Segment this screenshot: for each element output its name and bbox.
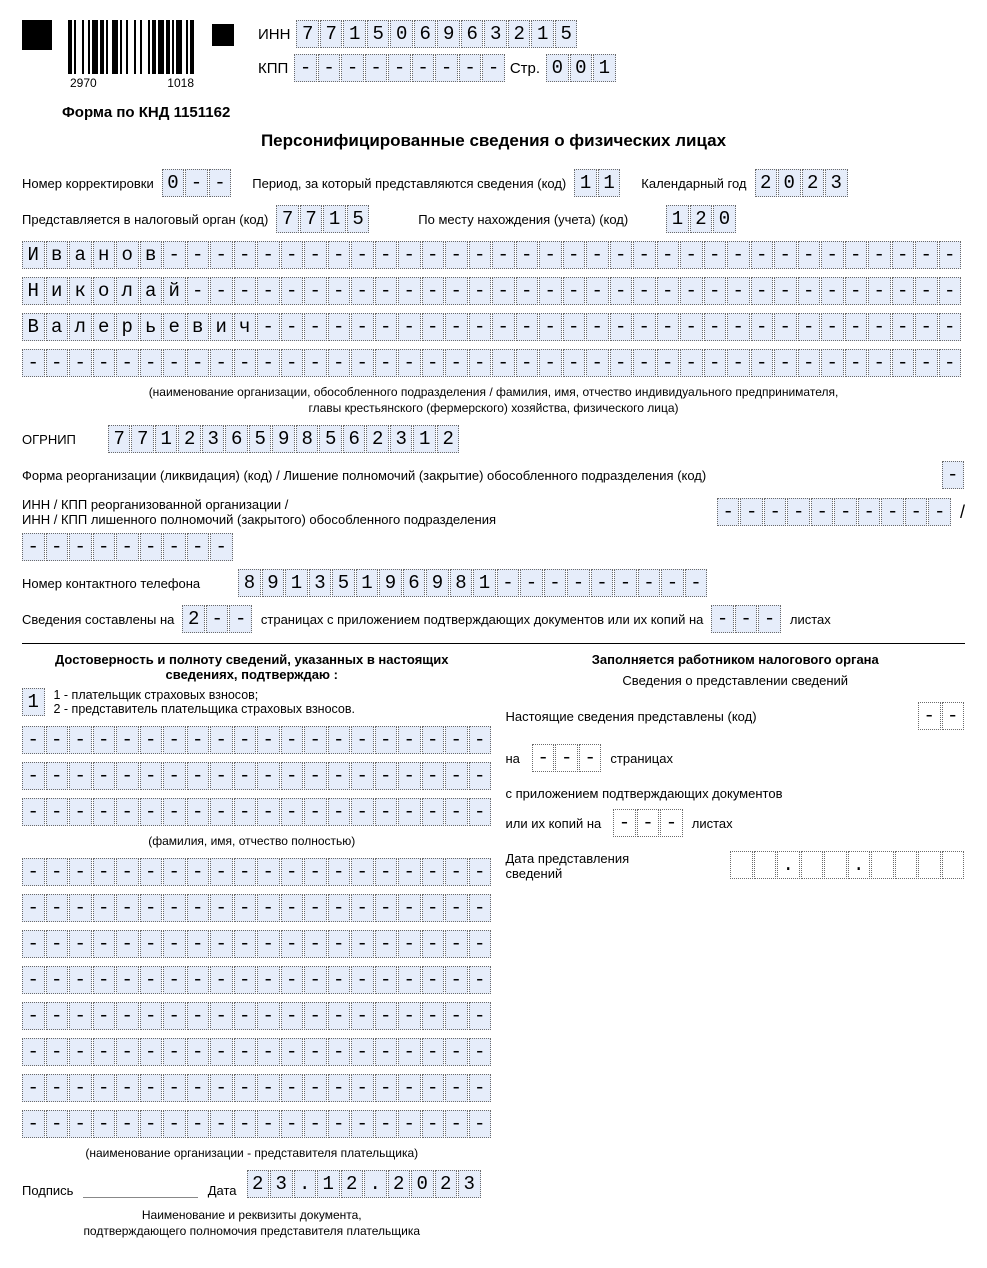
- pages-cells: 2--: [182, 605, 253, 633]
- reorg-label2: ИНН / КПП реорганизованной организации /: [22, 497, 496, 512]
- tax-l1: Настоящие сведения представлены (код): [506, 709, 757, 724]
- tax-cells: 7715: [276, 205, 370, 233]
- name-hint2: главы крестьянского (фермерского) хозяйс…: [22, 401, 965, 415]
- reorg-code-cells: -: [942, 461, 966, 489]
- row-reorg-code: Форма реорганизации (ликвидация) (код) /…: [22, 461, 965, 489]
- date-cells: 23.12.2023: [247, 1170, 482, 1198]
- pages-label3: листах: [790, 612, 831, 627]
- tax-l4a: или их копий на: [506, 816, 602, 831]
- reorg-kpp-cells: ---------: [22, 533, 234, 561]
- phone-label: Номер контактного телефона: [22, 576, 200, 591]
- org-line1: --------------------: [22, 858, 492, 886]
- barcode-num-left: 2970: [70, 76, 97, 90]
- tax-pages-cells: ---: [532, 744, 603, 772]
- row-ogrnip: ОГРНИП 771236598562312: [22, 425, 965, 453]
- date-label: Дата: [208, 1183, 237, 1198]
- confirm-opt2: 2 - представитель плательщика страховых …: [54, 702, 356, 716]
- org-line6: --------------------: [22, 1038, 492, 1066]
- tax-worker-section: Заполняется работником налогового органа…: [506, 652, 966, 1248]
- row-correction: Номер корректировки 0-- Период, за котор…: [22, 169, 965, 197]
- org-hint: (наименование организации - представител…: [22, 1146, 482, 1160]
- confirm-title: Достоверность и полноту сведений, указан…: [22, 652, 482, 682]
- confirm-value: 1: [22, 688, 46, 716]
- org-line7: --------------------: [22, 1074, 492, 1102]
- tax-sub: Сведения о представлении сведений: [506, 673, 966, 688]
- tax-l3: с приложением подтверждающих документов: [506, 786, 966, 801]
- name-line2: Николай---------------------------------: [22, 277, 962, 305]
- place-cells: 120: [666, 205, 737, 233]
- doc-hint2: подтверждающего полномочия представителя…: [22, 1224, 482, 1238]
- row-reorg-innkpp: ИНН / КПП реорганизованной организации /…: [22, 497, 965, 561]
- tax-date-cells: . .: [730, 851, 965, 879]
- corner-marker-left: [22, 20, 52, 50]
- reorg-label3: ИНН / КПП лишенного полномочий (закрытог…: [22, 512, 496, 527]
- corr-cells: 0--: [162, 169, 233, 197]
- pages-att-cells: ---: [711, 605, 782, 633]
- fio-line2: --------------------: [22, 762, 492, 790]
- pages-label2: страницах с приложением подтверждающих д…: [261, 612, 703, 627]
- row-phone: Номер контактного телефона 89135196981--…: [22, 569, 965, 597]
- reorg-label: Форма реорганизации (ликвидация) (код) /…: [22, 468, 706, 483]
- name-hint1: (наименование организации, обособленного…: [22, 385, 965, 399]
- inn-cells: 771506963215: [296, 20, 578, 48]
- period-label: Период, за который представляются сведен…: [252, 176, 566, 191]
- place-label: По месту нахождения (учета) (код): [418, 212, 628, 227]
- ogrnip-cells: 771236598562312: [108, 425, 461, 453]
- year-cells: 2023: [755, 169, 849, 197]
- tax-l2a: на: [506, 751, 520, 766]
- page-cells: 001: [546, 54, 617, 82]
- tax-label: Представляется в налоговый орган (код): [22, 212, 268, 227]
- sign-label: Подпись: [22, 1183, 73, 1198]
- corr-label: Номер корректировки: [22, 176, 154, 191]
- org-line4: --------------------: [22, 966, 492, 994]
- confirm-opt1: 1 - плательщик страховых взносов;: [54, 688, 356, 702]
- org-line2: --------------------: [22, 894, 492, 922]
- name-line3: Валерьевич------------------------------: [22, 313, 962, 341]
- form-code: Форма по КНД 1151162: [62, 104, 965, 121]
- pages-label1: Сведения составлены на: [22, 612, 174, 627]
- kpp-label: КПП: [258, 60, 288, 77]
- name-line4: ----------------------------------------: [22, 349, 962, 377]
- tax-l5: Дата представления сведений: [506, 851, 656, 881]
- org-line3: --------------------: [22, 930, 492, 958]
- corner-marker-right: [212, 24, 234, 46]
- doc-title: Персонифицированные сведения о физически…: [22, 131, 965, 151]
- org-line8: --------------------: [22, 1110, 492, 1138]
- tax-copies-cells: ---: [613, 809, 684, 837]
- section-divider: [22, 643, 965, 644]
- tax-title: Заполняется работником налогового органа: [506, 652, 966, 667]
- tax-l4b: листах: [692, 816, 733, 831]
- inn-label: ИНН: [258, 26, 290, 43]
- sign-line: [83, 1183, 197, 1198]
- barcode: [68, 20, 196, 74]
- kpp-cells: ---------: [294, 54, 506, 82]
- confirm-section: Достоверность и полноту сведений, указан…: [22, 652, 482, 1248]
- org-line5: --------------------: [22, 1002, 492, 1030]
- fio-hint: (фамилия, имя, отчество полностью): [22, 834, 482, 848]
- period-cells: 11: [574, 169, 621, 197]
- ogrnip-label: ОГРНИП: [22, 432, 76, 447]
- row-tax-authority: Представляется в налоговый орган (код) 7…: [22, 205, 965, 233]
- name-line1: Иванов----------------------------------: [22, 241, 962, 269]
- fio-line3: --------------------: [22, 798, 492, 826]
- phone-cells: 89135196981---------: [238, 569, 708, 597]
- barcode-num-right: 1018: [167, 76, 194, 90]
- fio-line1: --------------------: [22, 726, 492, 754]
- doc-header: 2970 1018 ИНН 771506963215 КПП ---------…: [22, 20, 965, 90]
- reorg-inn-cells: ----------: [717, 498, 952, 526]
- tax-code-cells: --: [918, 702, 965, 730]
- doc-hint1: Наименование и реквизиты документа,: [22, 1208, 482, 1222]
- row-pages: Сведения составлены на 2-- страницах с п…: [22, 605, 965, 633]
- tax-l2b: страницах: [610, 751, 673, 766]
- page-label: Стр.: [510, 60, 540, 77]
- year-label: Календарный год: [641, 176, 746, 191]
- barcode-block: 2970 1018: [68, 20, 196, 90]
